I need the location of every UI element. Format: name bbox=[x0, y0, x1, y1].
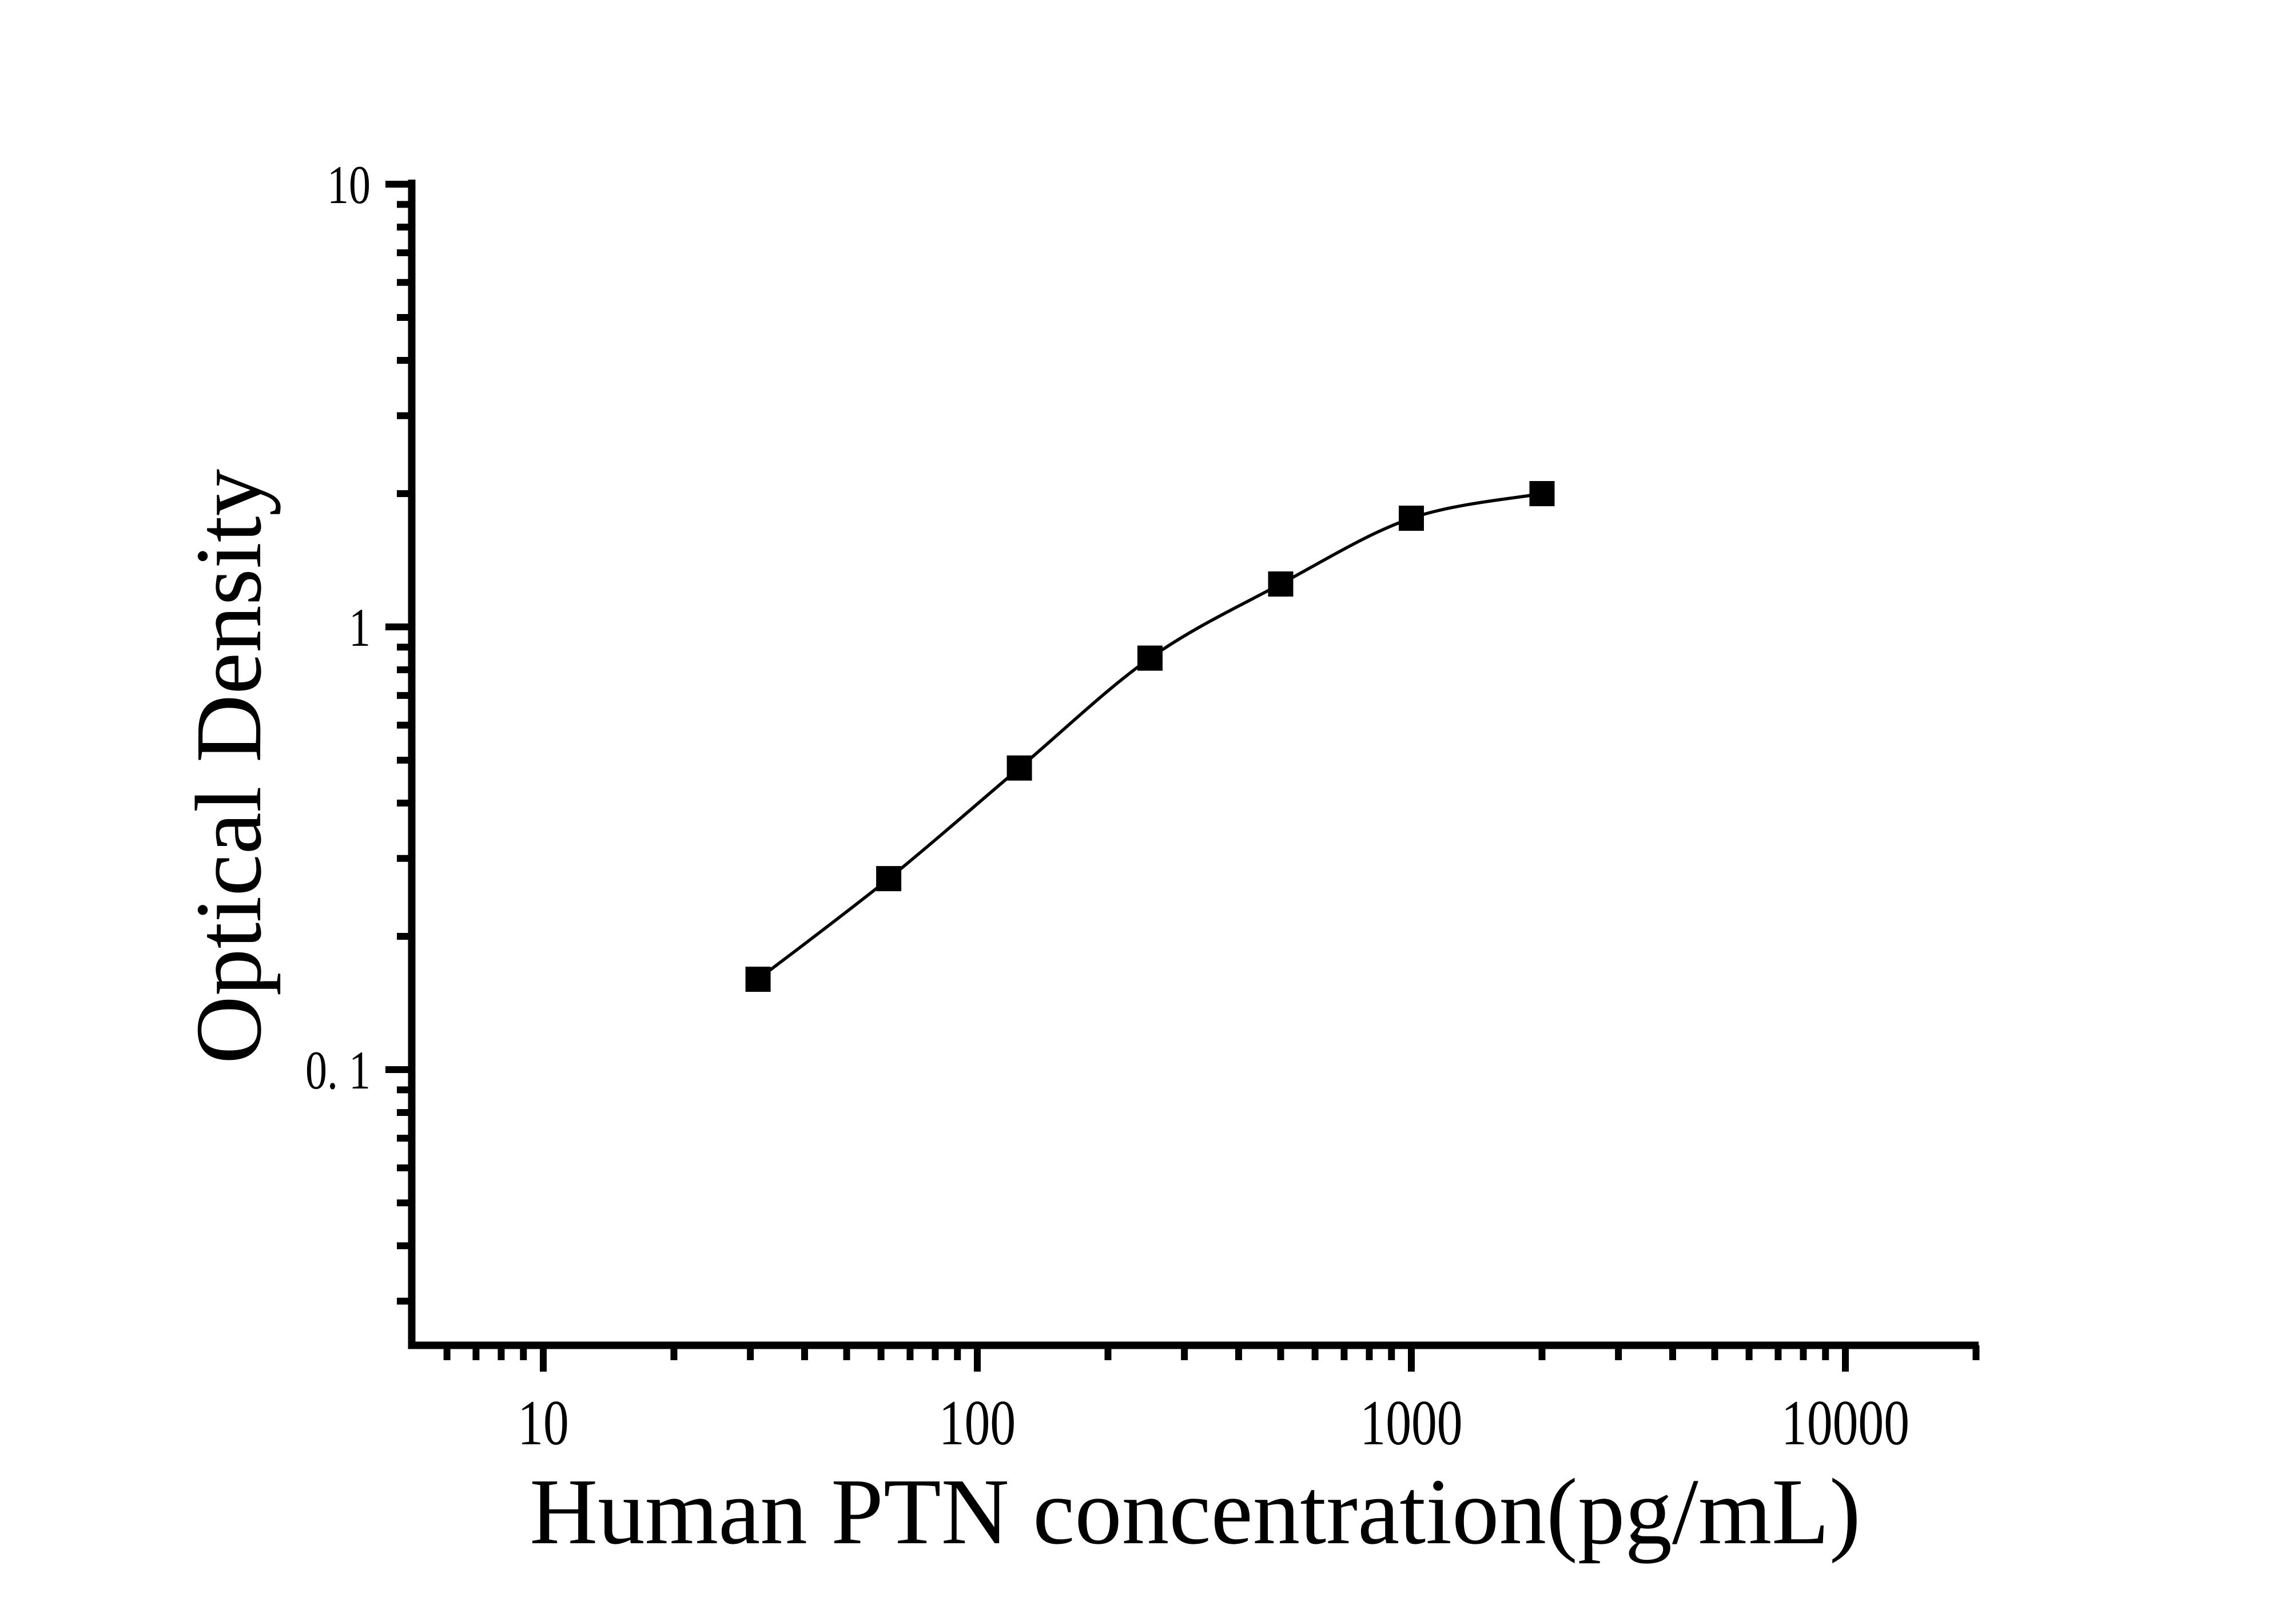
y-tick-label: 10 bbox=[327, 154, 371, 215]
data-point-marker bbox=[745, 967, 771, 992]
y-axis-title: Optical Density bbox=[176, 468, 281, 1064]
data-point-marker bbox=[1137, 645, 1163, 671]
x-tick-label: 10000 bbox=[1781, 1388, 1909, 1459]
data-point-marker bbox=[1006, 755, 1032, 781]
data-point-marker bbox=[1529, 481, 1555, 506]
standard-curve-line bbox=[757, 492, 1543, 981]
data-point-marker bbox=[876, 866, 902, 892]
x-tick-label: 10 bbox=[518, 1388, 569, 1459]
x-axis-title: Human PTN concentration(pg/mL) bbox=[530, 1459, 1861, 1564]
y-tick-label: 0. 1 bbox=[305, 1040, 371, 1101]
data-point-marker bbox=[1399, 506, 1424, 531]
x-tick-label: 100 bbox=[939, 1388, 1016, 1459]
x-tick-label: 1000 bbox=[1360, 1388, 1462, 1459]
data-point-marker bbox=[1268, 571, 1294, 597]
y-tick-label: 1 bbox=[349, 597, 371, 658]
